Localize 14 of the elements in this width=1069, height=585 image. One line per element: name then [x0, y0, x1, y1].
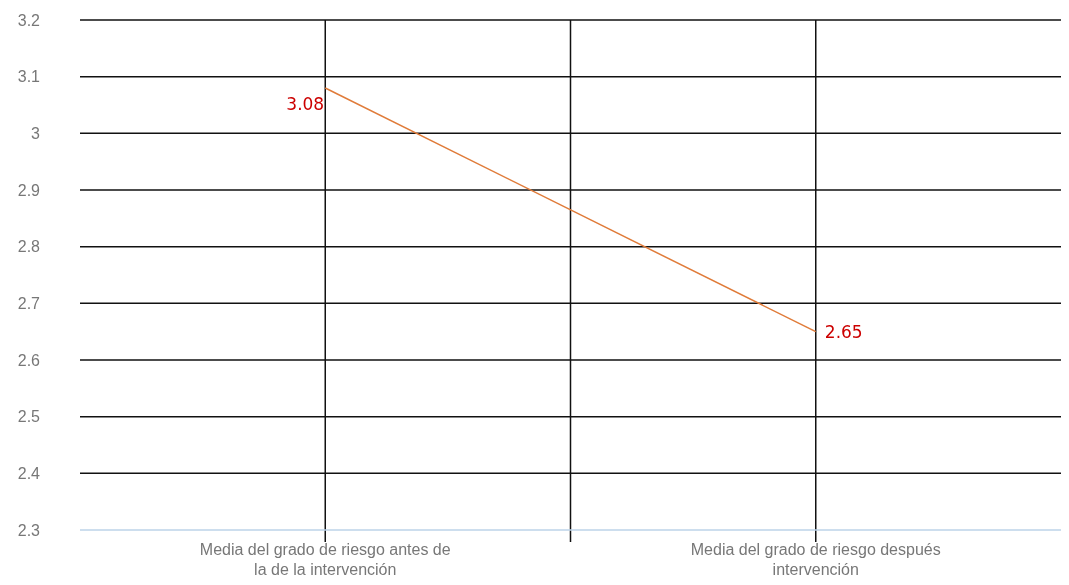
y-tick-label: 2.4 — [17, 464, 41, 482]
data-label: 3.08 — [286, 94, 325, 114]
x-tick-label: Media del grado de riesgo después intervención — [690, 541, 941, 578]
y-tick-label: 2.3 — [17, 521, 41, 539]
y-tick-label: 3.1 — [17, 68, 41, 86]
y-tick-label: 2.9 — [17, 181, 41, 199]
y-tick-label: 2.6 — [17, 351, 41, 369]
y-tick-label: 3.2 — [17, 11, 41, 29]
x-tick-label: Media del grado de riesgo antes de la de la intervención — [199, 541, 451, 578]
y-tick-label: 2.7 — [17, 294, 41, 312]
y-tick-label: 2.8 — [17, 238, 41, 256]
data-label: 2.65 — [824, 321, 863, 342]
y-tick-label: 3 — [31, 124, 41, 142]
y-tick-label: 2.5 — [17, 408, 41, 426]
